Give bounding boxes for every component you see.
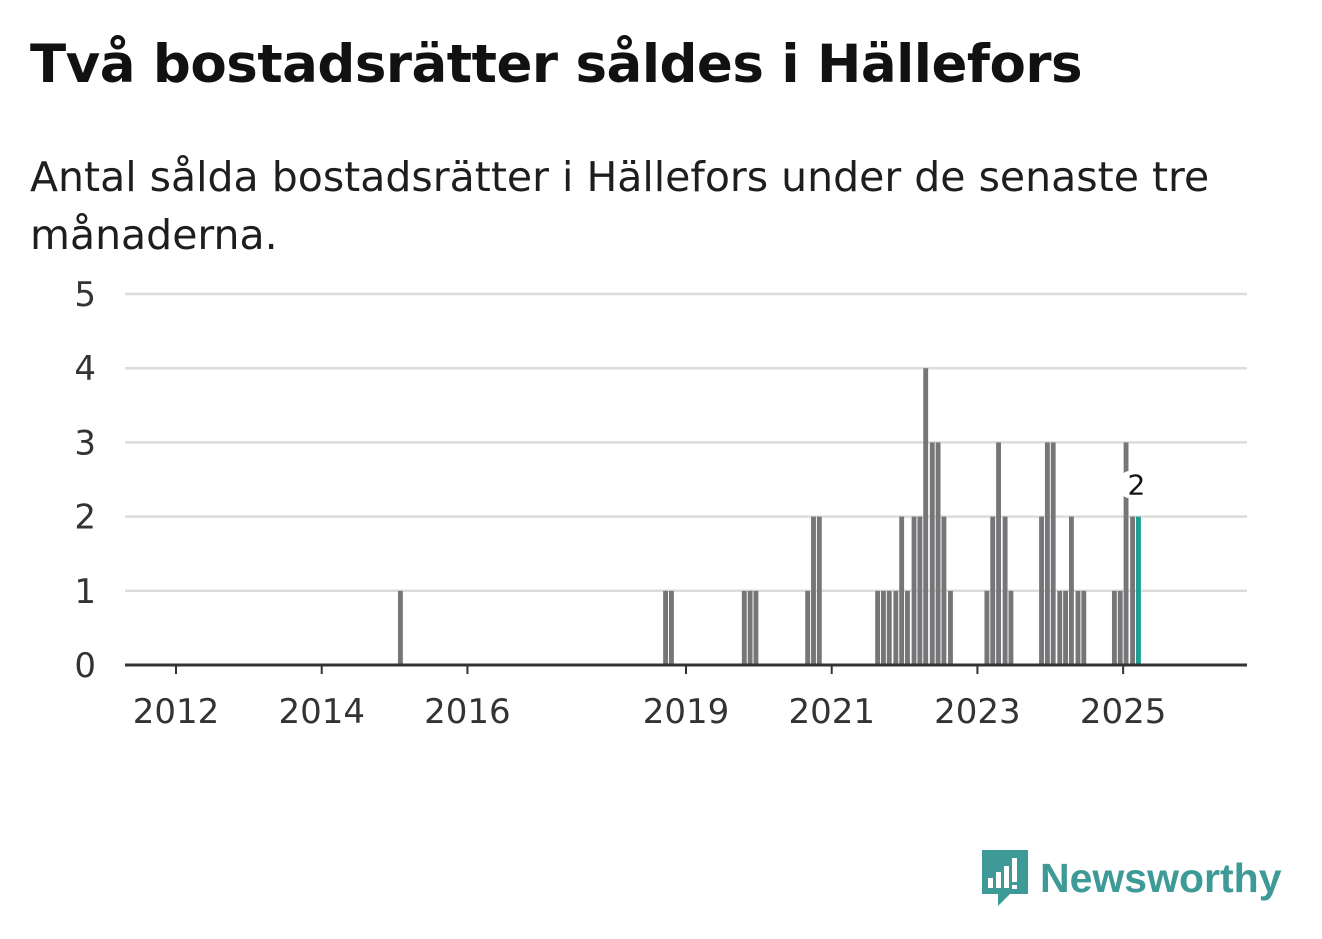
bar: [1081, 590, 1087, 665]
bar: [881, 590, 886, 665]
bar: [1039, 516, 1044, 665]
value-label: 2: [1128, 469, 1146, 502]
bar: [1044, 442, 1050, 665]
bar: [905, 590, 910, 665]
x-tick-label: 2012: [133, 692, 220, 732]
y-tick-label: 1: [74, 572, 96, 612]
bar: [753, 590, 759, 665]
bar: [984, 590, 990, 665]
x-tick-label: 2025: [1080, 692, 1167, 732]
x-tick-label: 2016: [424, 692, 511, 732]
x-tick-label: 2023: [934, 692, 1021, 732]
bar: [1075, 590, 1081, 665]
bar: [941, 516, 947, 665]
x-axis-ticks: 2012 2014 2016 2019 2021 2023 2025: [133, 665, 1167, 732]
y-tick-label: 3: [74, 423, 96, 463]
bar: [911, 516, 917, 665]
bar: [899, 516, 905, 665]
bar: [1063, 590, 1069, 665]
y-axis-ticks: 0 1 2 3 4 5: [74, 275, 96, 686]
y-tick-label: 0: [74, 646, 96, 686]
bar: [1002, 516, 1008, 665]
bar: [811, 516, 816, 665]
gridlines: [125, 292, 1247, 593]
bar: [663, 590, 669, 665]
brand-name: Newsworthy: [1040, 854, 1282, 901]
bar-highlight: [1136, 516, 1141, 665]
y-tick-label: 4: [74, 349, 96, 389]
chart-title: Två bostadsrätter såldes i Hällefors: [30, 34, 1083, 95]
chart-subtitle: Antal sålda bostadsrätter i Hällefors un…: [30, 153, 1210, 259]
bar: [929, 442, 935, 665]
bar: [886, 590, 892, 665]
bar: [816, 516, 822, 665]
bar: [1123, 442, 1129, 665]
bar: [1068, 516, 1074, 665]
bar: [1057, 590, 1063, 665]
bar-chart: 0 1 2 3 4 5 2012 2014 2016 2019 2021 2023 2025 2: [74, 275, 1247, 732]
bar: [805, 590, 811, 665]
bar: [917, 516, 923, 665]
bar: [397, 590, 403, 665]
bar: [747, 590, 753, 665]
bar: [741, 590, 747, 665]
bar: [1130, 516, 1136, 665]
bar: [893, 590, 899, 665]
x-tick-label: 2021: [788, 692, 875, 732]
bar: [1117, 590, 1123, 665]
x-tick-label: 2014: [278, 692, 365, 732]
bar: [1111, 590, 1117, 665]
y-tick-label: 5: [74, 275, 96, 315]
bar: [1008, 590, 1014, 665]
value-labels: 2: [1117, 469, 1146, 502]
bar: [935, 442, 941, 665]
bar: [668, 590, 674, 665]
bars: [397, 368, 1141, 665]
bar-chart-speech-icon: [982, 850, 1028, 906]
bar: [996, 442, 1001, 665]
x-tick-label: 2019: [643, 692, 730, 732]
bar: [875, 590, 881, 665]
bar: [923, 368, 929, 665]
bar: [1050, 442, 1056, 665]
bar: [990, 516, 996, 665]
value-label-halo: [1117, 470, 1146, 499]
bar: [948, 590, 953, 665]
y-tick-label: 2: [74, 498, 96, 538]
newsworthy-logo: Newsworthy: [980, 848, 1282, 908]
